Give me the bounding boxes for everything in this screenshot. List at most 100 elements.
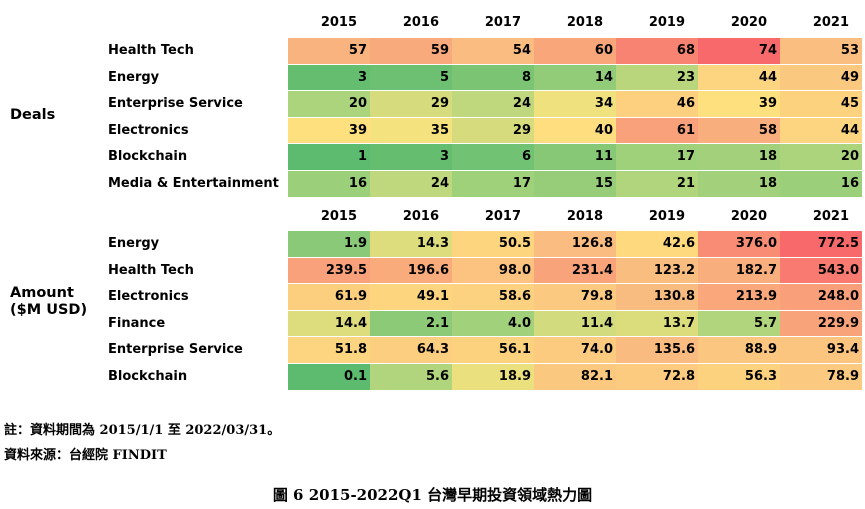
heatmap-cell: 15 [534, 171, 616, 197]
section-label: Amount ($M USD) [10, 285, 87, 319]
column-header: 2019 [648, 15, 685, 30]
heatmap-cell: 14.3 [370, 231, 452, 257]
heatmap-cell: 3 [288, 64, 370, 91]
heatmap-cell: 58 [698, 117, 780, 144]
heatmap-cell: 82.1 [534, 364, 616, 390]
heatmap-cell: 51.8 [288, 337, 370, 363]
section-label-line: ($M USD) [10, 302, 88, 318]
heatmap-cell: 34 [534, 91, 616, 117]
heatmap-cell: 4.0 [452, 310, 534, 337]
heatmap-cell: 135.6 [616, 337, 698, 363]
column-header: 2016 [402, 209, 439, 224]
heatmap-cell: 56.1 [452, 337, 534, 363]
heatmap-cell: 2.1 [370, 310, 452, 337]
heatmap-cell: 18 [698, 144, 780, 170]
row-label: Finance [108, 315, 166, 331]
heatmap-cell: 18 [698, 171, 780, 197]
heatmap-cell: 59 [370, 38, 452, 64]
section-label-line: Amount [10, 285, 74, 301]
row-label: Energy [108, 236, 160, 251]
heatmap-cell: 16 [780, 171, 862, 197]
column-header: 2018 [566, 15, 603, 30]
row-label: Blockchain [108, 369, 188, 384]
column-header: 2018 [566, 209, 603, 224]
row-label: Health Tech [108, 262, 194, 278]
heatmap-cell: 0.1 [288, 364, 370, 390]
row-label: Enterprise Service [108, 342, 243, 358]
heatmap-cell: 39 [698, 91, 780, 117]
heatmap-cell: 543.0 [780, 257, 862, 284]
column-header: 2016 [402, 15, 439, 30]
heatmap-cell: 772.5 [780, 231, 862, 257]
heatmap-cell: 5 [370, 64, 452, 91]
heatmap-cell: 98.0 [452, 257, 534, 284]
row-label: Media & Entertainment [108, 176, 279, 191]
period-note: 註：資料期間為 2015/1/1 至 2022/03/31。 [4, 423, 281, 438]
heatmap-cell: 11 [534, 144, 616, 170]
heatmap-cell: 8 [452, 64, 534, 91]
heatmap-cell: 1.9 [288, 231, 370, 257]
heatmap-cell: 60 [534, 38, 616, 64]
heatmap-cell: 123.2 [616, 257, 698, 284]
heatmap-cell: 57 [288, 38, 370, 64]
heatmap-cell: 11.4 [534, 310, 616, 337]
heatmap-cell: 229.9 [780, 310, 862, 337]
heatmap-cell: 20 [780, 144, 862, 170]
heatmap-cell: 376.0 [698, 231, 780, 257]
heatmap-cell: 213.9 [698, 284, 780, 310]
heatmap-cell: 88.9 [698, 337, 780, 363]
row-label: Electronics [108, 289, 189, 305]
heatmap-cell: 79.8 [534, 284, 616, 310]
heatmap-cell: 74.0 [534, 337, 616, 363]
heatmap-cell: 20 [288, 91, 370, 117]
heatmap-cell: 45 [780, 91, 862, 117]
heatmap-cell: 14.4 [288, 310, 370, 337]
source-note: 資料來源：台經院 FINDIT [4, 448, 167, 463]
heatmap-cell: 72.8 [616, 364, 698, 390]
heatmap-cell: 21 [616, 171, 698, 197]
column-header: 2021 [812, 15, 849, 30]
heatmap-cell: 23 [616, 64, 698, 91]
heatmap-cell: 61 [616, 117, 698, 144]
heatmap-cell: 126.8 [534, 231, 616, 257]
column-header: 2019 [648, 209, 685, 224]
row-label: Health Tech [108, 43, 194, 58]
row-label: Energy [108, 69, 160, 85]
heatmap-cell: 29 [370, 91, 452, 117]
heatmap-cell: 64.3 [370, 337, 452, 363]
heatmap-cell: 58.6 [452, 284, 534, 310]
heatmap-cell: 35 [370, 117, 452, 144]
heatmap-cell: 16 [288, 171, 370, 197]
column-header: 2020 [730, 209, 767, 224]
heatmap-cell: 40 [534, 117, 616, 144]
heatmap-cell: 24 [370, 171, 452, 197]
heatmap-cell: 74 [698, 38, 780, 64]
heatmap-cell: 46 [616, 91, 698, 117]
heatmap-cell: 39 [288, 117, 370, 144]
heatmap-cell: 3 [370, 144, 452, 170]
column-header: 2020 [730, 15, 767, 30]
heatmap-cell: 231.4 [534, 257, 616, 284]
heatmap-cell: 44 [780, 117, 862, 144]
heatmap-cell: 248.0 [780, 284, 862, 310]
heatmap-cell: 24 [452, 91, 534, 117]
heatmap-cell: 14 [534, 64, 616, 91]
heatmap-cell: 1 [288, 144, 370, 170]
heatmap-cell: 239.5 [288, 257, 370, 284]
heatmap-cell: 5.7 [698, 310, 780, 337]
heatmap-cell: 17 [452, 171, 534, 197]
heatmap-cell: 5.6 [370, 364, 452, 390]
heatmap-cell: 78.9 [780, 364, 862, 390]
heatmap-cell: 17 [616, 144, 698, 170]
heatmap-cell: 49 [780, 64, 862, 91]
heatmap-cell: 196.6 [370, 257, 452, 284]
heatmap-cell: 93.4 [780, 337, 862, 363]
heatmap-cell: 53 [780, 38, 862, 64]
heatmap-cell: 13.7 [616, 310, 698, 337]
figure-caption: 圖 6 2015-2022Q1 台灣早期投資領域熱力圖 [272, 486, 593, 504]
heatmap-cell: 44 [698, 64, 780, 91]
heatmap-cell: 182.7 [698, 257, 780, 284]
column-header: 2015 [320, 15, 357, 30]
row-label: Enterprise Service [108, 96, 243, 112]
heatmap-cell: 56.3 [698, 364, 780, 390]
